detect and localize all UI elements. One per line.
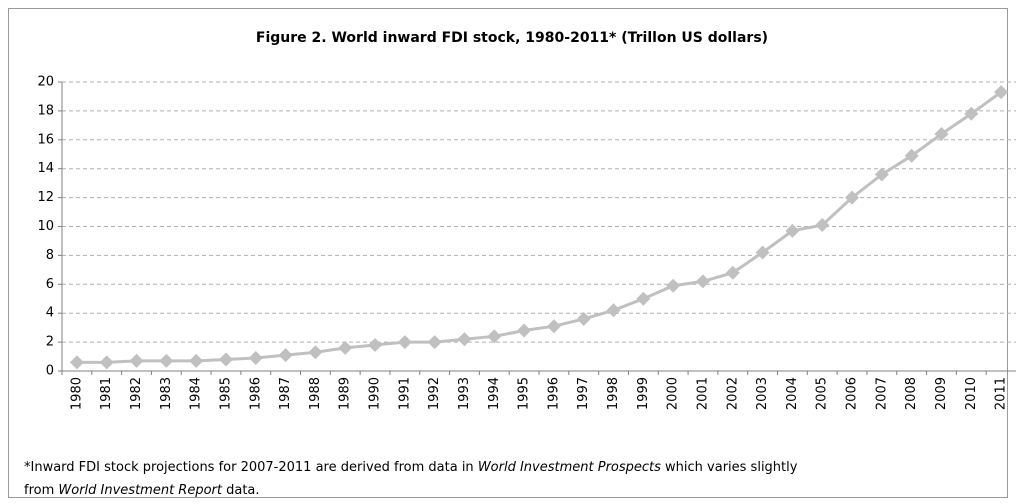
- marker: [606, 303, 621, 318]
- x-tick-label: 1981: [99, 377, 114, 410]
- marker: [487, 329, 502, 344]
- y-tick-label: 2: [46, 335, 54, 350]
- x-tick-label: 2010: [964, 377, 979, 410]
- y-tick-label: 16: [37, 132, 54, 147]
- y-tick-label: 8: [46, 248, 54, 263]
- x-tick-label: 1983: [159, 377, 174, 410]
- marker: [755, 245, 770, 260]
- x-tick-label: 1998: [606, 377, 621, 410]
- marker: [845, 190, 860, 205]
- x-tick-label: 1996: [546, 377, 561, 410]
- marker: [725, 265, 740, 280]
- x-tick-label: 1984: [189, 377, 204, 410]
- footnote-italic: World Investment Prospects: [477, 460, 661, 475]
- y-tick-label: 6: [46, 277, 54, 292]
- marker: [278, 348, 293, 363]
- x-tick-label: 2002: [725, 377, 740, 410]
- x-tick-label: 2006: [845, 377, 860, 410]
- x-tick-label: 1993: [457, 377, 472, 410]
- x-tick-label: 1980: [69, 377, 84, 410]
- chart-frame: [8, 8, 1008, 498]
- marker: [427, 335, 442, 350]
- x-tick-label: 1988: [308, 377, 323, 410]
- x-tick-label: 2007: [874, 377, 889, 410]
- marker: [934, 127, 949, 142]
- x-tick-label: 1989: [338, 377, 353, 410]
- footnote-italic: World Investment Report: [58, 483, 222, 498]
- y-tick-label: 0: [46, 364, 54, 379]
- x-tick-label: 2008: [904, 377, 919, 410]
- x-tick-label: 2011: [994, 377, 1009, 410]
- x-tick-label: 1992: [427, 377, 442, 410]
- marker: [338, 340, 353, 355]
- marker: [666, 278, 681, 293]
- x-tick-label: 1997: [576, 377, 591, 410]
- x-tick-label: 2005: [815, 377, 830, 410]
- x-tick-label: 1995: [517, 377, 532, 410]
- x-tick-label: 1991: [397, 377, 412, 410]
- x-tick-label: 2003: [755, 377, 770, 410]
- x-tick-label: 1986: [248, 377, 263, 410]
- marker: [218, 352, 233, 367]
- series-line: [76, 90, 1002, 364]
- marker: [994, 85, 1009, 100]
- marker: [576, 311, 591, 326]
- chart-title: Figure 2. World inward FDI stock, 1980-2…: [256, 30, 768, 46]
- marker: [368, 337, 383, 352]
- y-tick-label: 18: [37, 103, 54, 118]
- x-tick-label: 2001: [695, 377, 710, 410]
- x-tick-label: 1987: [278, 377, 293, 410]
- marker: [189, 353, 204, 368]
- x-tick-label: 2009: [934, 377, 949, 410]
- marker: [695, 274, 710, 289]
- footnote-text: which varies slightly from: [24, 460, 798, 498]
- marker: [457, 332, 472, 347]
- x-tick-label: 1999: [636, 377, 651, 410]
- y-tick-label: 12: [37, 190, 54, 205]
- y-tick-label: 10: [37, 219, 54, 234]
- chart: Figure 2. World inward FDI stock, 1980-2…: [37, 30, 1016, 410]
- footnote: *Inward FDI stock projections for 2007-2…: [24, 456, 824, 502]
- x-tick-label: 1982: [129, 377, 144, 410]
- marker: [308, 345, 323, 360]
- marker: [248, 350, 263, 365]
- y-tick-label: 14: [37, 161, 54, 176]
- marker: [815, 218, 830, 233]
- y-tick-label: 4: [46, 306, 54, 321]
- footnote-text: data.: [221, 483, 260, 498]
- marker: [129, 353, 144, 368]
- y-tick-label: 20: [37, 75, 54, 90]
- x-tick-label: 1994: [487, 377, 502, 410]
- x-tick-label: 1990: [368, 377, 383, 410]
- x-tick-label: 2004: [785, 377, 800, 410]
- marker: [636, 291, 651, 306]
- marker: [874, 167, 889, 182]
- marker: [546, 319, 561, 334]
- marker: [964, 106, 979, 121]
- marker: [517, 323, 532, 338]
- marker: [904, 148, 919, 163]
- marker: [99, 355, 114, 370]
- marker: [397, 335, 412, 350]
- marker: [159, 353, 174, 368]
- footnote-text: *Inward FDI stock projections for 2007-2…: [24, 460, 478, 475]
- marker: [785, 223, 800, 238]
- marker: [69, 355, 84, 370]
- x-tick-label: 1985: [218, 377, 233, 410]
- x-tick-label: 2000: [666, 377, 681, 410]
